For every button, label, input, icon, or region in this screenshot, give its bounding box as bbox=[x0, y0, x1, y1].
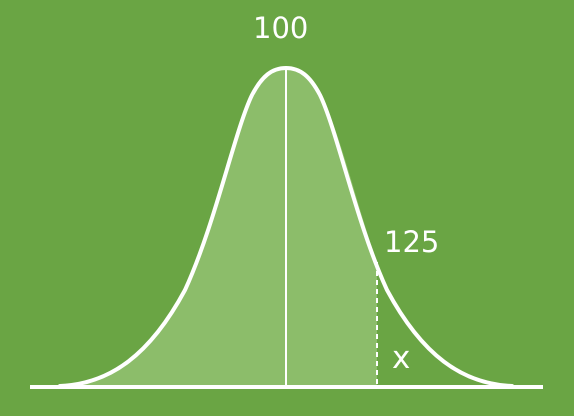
x-label: x bbox=[392, 343, 410, 374]
value-label: 125 bbox=[384, 228, 439, 257]
mean-label: 100 bbox=[253, 14, 308, 43]
